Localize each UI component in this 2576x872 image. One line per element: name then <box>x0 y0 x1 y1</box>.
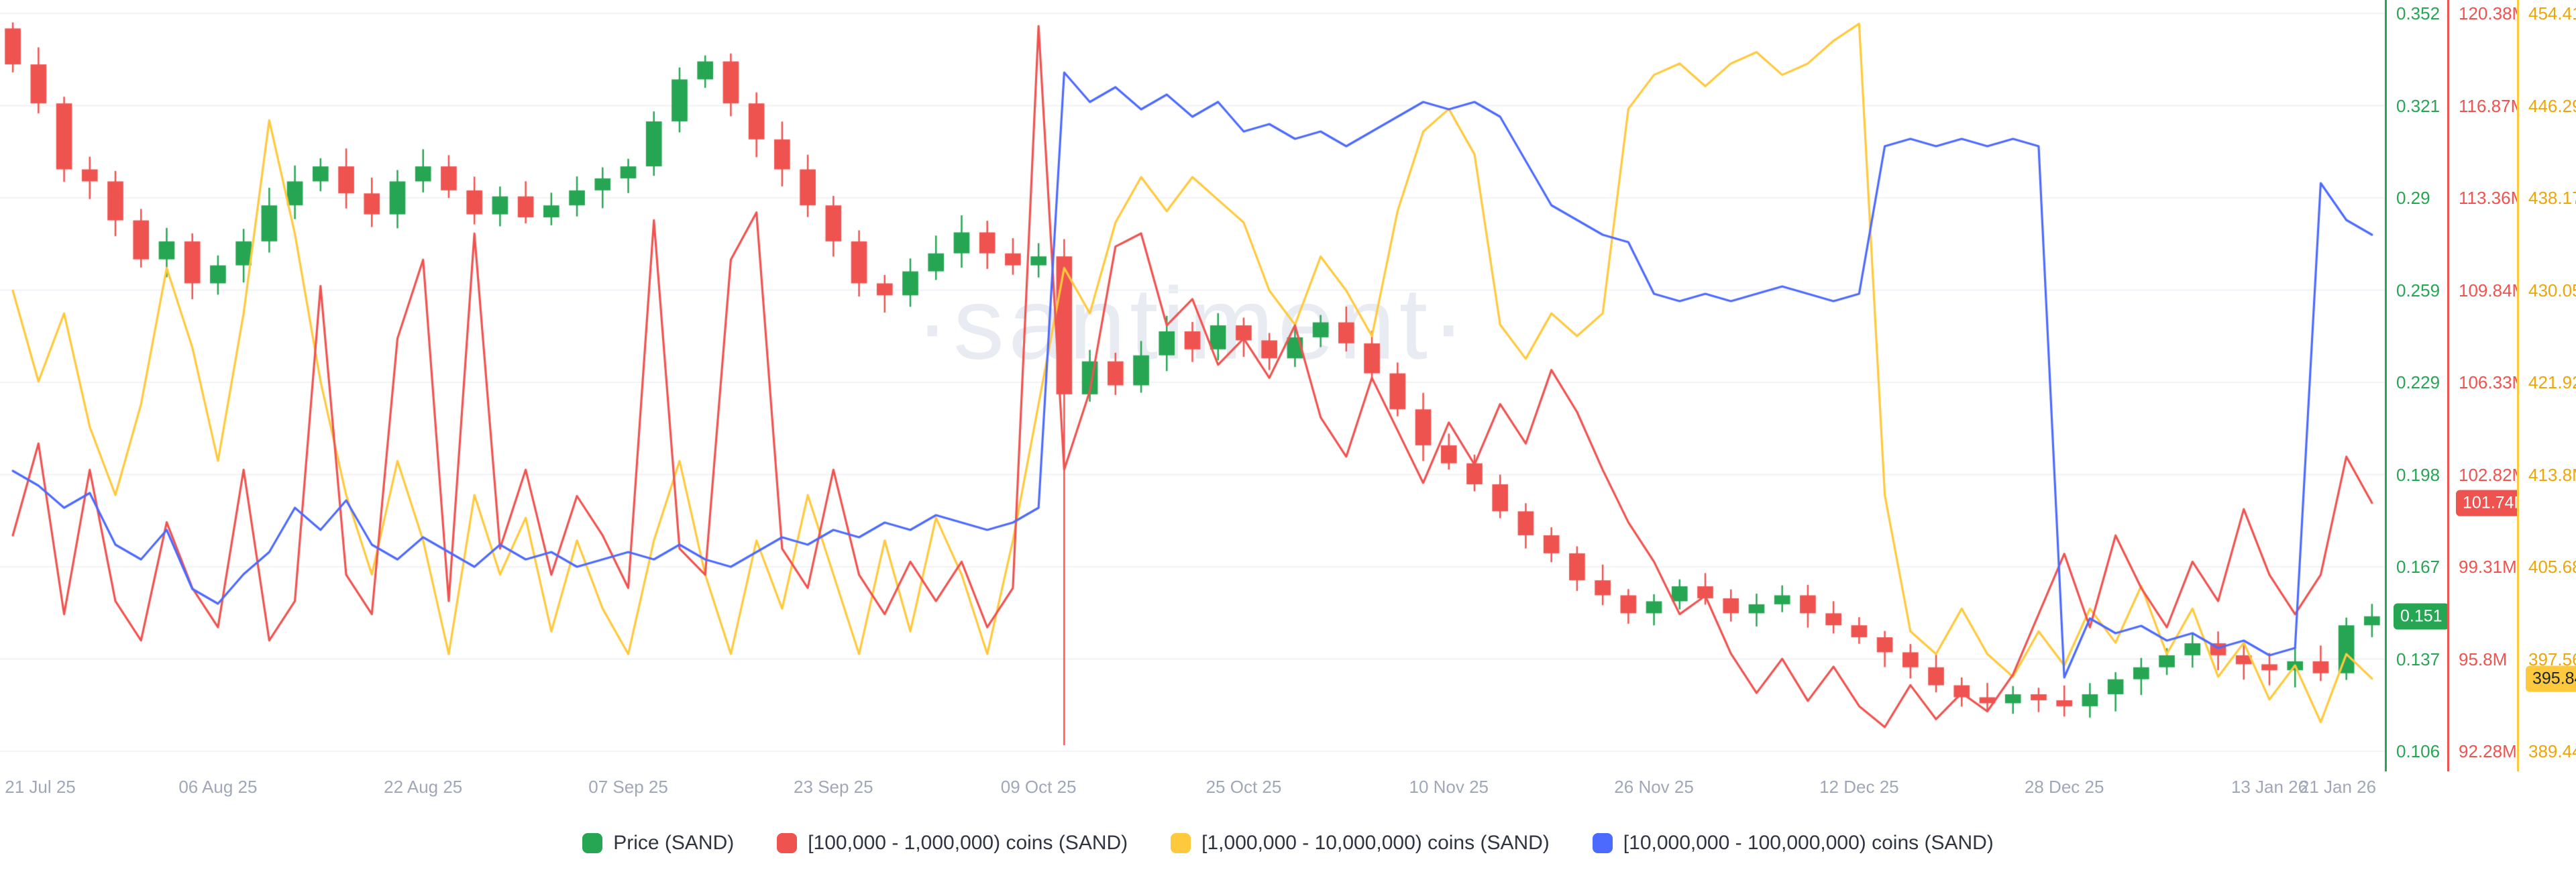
legend-item-label: [10,000,000 - 100,000,000) coins (SAND) <box>1623 832 1994 854</box>
x-axis-date-label: 07 Sep 25 <box>588 777 668 797</box>
y-axis-tick-label: 92.28M <box>2459 741 2517 761</box>
y-axis-tick-label: 389.44M <box>2528 741 2576 761</box>
legend-item[interactable]: Price (SAND) <box>582 833 734 853</box>
y-axis-tick-label: 430.05M <box>2528 280 2576 301</box>
x-axis-date-label: 12 Dec 25 <box>1819 777 1899 797</box>
legend: Price (SAND) [100,000 - 1,000,000) coins … <box>0 821 2576 865</box>
y-axis-tick-label: 106.33M <box>2459 372 2527 392</box>
y-axis-tick-label: 113.36M <box>2459 188 2526 208</box>
supply-100k-1m-y-axis: 120.38M 116.87M 113.36M 109.84M 106.33M 102.8… <box>2447 0 2535 771</box>
y-axis-tick-label: 0.167 <box>2396 557 2440 577</box>
y-axis-tick-label: 95.8M <box>2459 649 2508 669</box>
legend-color-swatch-icon <box>582 833 603 853</box>
x-axis-date-label: 28 Dec 25 <box>2024 777 2104 797</box>
legend-item-label: [1,000,000 - 10,000,000) coins (SAND) <box>1201 832 1550 854</box>
y-axis-tick-label: 397.56M <box>2528 649 2576 669</box>
supply-1m-10m-y-axis: 454.41M 446.29M 438.17M 430.05M 421.92M 413.8… <box>2517 0 2576 771</box>
x-axis-date-label: 21 Jan 26 <box>2299 777 2377 797</box>
y-axis-tick-label: 99.31M <box>2459 557 2517 577</box>
legend-item[interactable]: [100,000 - 1,000,000) coins (SAND) <box>777 833 1128 853</box>
latest-value-badge: 0.151 <box>2394 603 2449 630</box>
y-axis-tick-label: 0.229 <box>2396 372 2440 392</box>
price-and-supply-distribution-chart[interactable] <box>0 0 2385 771</box>
y-axis-tick-label: 405.68M <box>2528 557 2576 577</box>
legend-color-swatch-icon <box>1592 833 1613 853</box>
y-axis-tick-label: 446.29M <box>2528 95 2576 116</box>
x-axis-date-label: 10 Nov 25 <box>1409 777 1489 797</box>
y-axis-tick-label: 102.82M <box>2459 464 2527 485</box>
y-axis-tick-label: 120.38M <box>2459 3 2527 23</box>
y-axis-tick-label: 0.321 <box>2396 95 2440 116</box>
latest-value-badge: 395.84M <box>2526 665 2576 692</box>
y-axis-tick-label: 413.8M <box>2528 464 2576 485</box>
x-axis-date-label: 13 Jan 26 <box>2231 777 2308 797</box>
y-axis-tick-label: 0.198 <box>2396 464 2440 485</box>
x-axis-date-label: 21 Jul 25 <box>5 777 76 797</box>
price-y-axis: 0.352 0.321 0.29 0.259 0.229 0.198 0.167 0.137 0… <box>2385 0 2449 771</box>
x-axis-date-label: 22 Aug 25 <box>384 777 463 797</box>
x-axis-date-label: 26 Nov 25 <box>1614 777 1694 797</box>
legend-color-swatch-icon <box>777 833 798 853</box>
plot-area: ·santiment· <box>0 0 2385 771</box>
y-axis-tick-label: 0.137 <box>2396 649 2440 669</box>
x-axis-date-label: 23 Sep 25 <box>794 777 873 797</box>
y-axis-tick-label: 0.29 <box>2396 188 2430 208</box>
y-axis-tick-label: 0.106 <box>2396 741 2440 761</box>
legend-item[interactable]: [1,000,000 - 10,000,000) coins (SAND) <box>1171 833 1550 853</box>
legend-item-label: [100,000 - 1,000,000) coins (SAND) <box>808 832 1128 854</box>
legend-color-swatch-icon <box>1171 833 1191 853</box>
x-axis-date-label: 06 Aug 25 <box>178 777 258 797</box>
y-axis-tick-label: 0.259 <box>2396 280 2440 301</box>
y-axis-tick-label: 109.84M <box>2459 280 2527 301</box>
y-axis-tick-label: 438.17M <box>2528 188 2576 208</box>
legend-item[interactable]: [10,000,000 - 100,000,000) coins (SAND) <box>1592 832 1994 854</box>
x-axis-date-label: 09 Oct 25 <box>1000 777 1077 797</box>
y-axis-tick-label: 421.92M <box>2528 372 2576 392</box>
x-axis-date-label: 25 Oct 25 <box>1205 777 1282 797</box>
y-axis-tick-label: 0.352 <box>2396 3 2440 23</box>
y-axis-tick-label: 116.87M <box>2459 95 2526 116</box>
x-axis: 21 Jul 25 06 Aug 25 22 Aug 25 07 Sep 25 23 S… <box>0 774 2385 802</box>
y-axis-tick-label: 454.41M <box>2528 3 2576 23</box>
legend-item-label: Price (SAND) <box>613 832 735 854</box>
